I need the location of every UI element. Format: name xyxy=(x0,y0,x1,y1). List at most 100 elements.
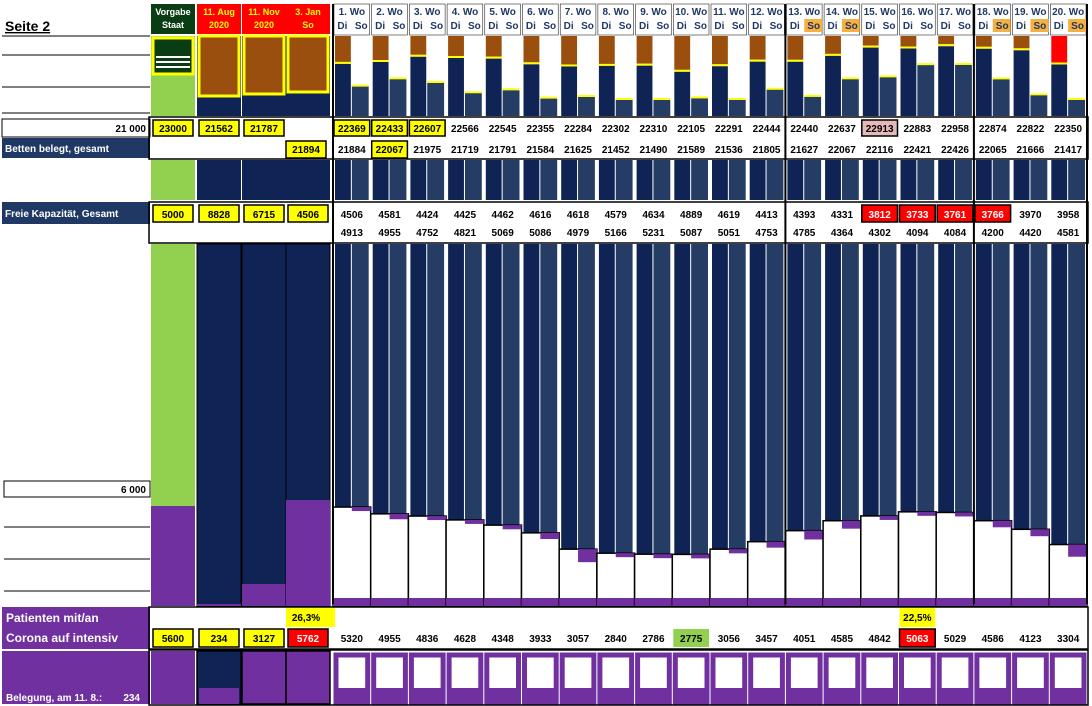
top-bar-di xyxy=(335,63,351,116)
top-occupied-di xyxy=(636,36,653,64)
beds-di-value: 22355 xyxy=(526,124,554,135)
reference-share-value: 26,3% xyxy=(292,613,320,624)
free-so-value: 4821 xyxy=(454,228,477,239)
reference-beds-cell xyxy=(285,140,327,159)
occupancy-fill xyxy=(673,688,709,704)
top-marker-di xyxy=(448,56,464,59)
occupancy-fill xyxy=(484,688,521,704)
mid-bar-di xyxy=(1051,160,1068,200)
beds-so-value: 22067 xyxy=(376,145,404,156)
free-so-value: 4302 xyxy=(869,228,892,239)
week-di-label: Di xyxy=(601,21,611,32)
top-occupied-di xyxy=(900,36,917,47)
reference-patients-value: 3127 xyxy=(253,634,276,645)
top-marker-di xyxy=(1051,62,1068,65)
week-di-label: Di xyxy=(1054,21,1064,32)
icu-patients-base xyxy=(747,598,786,606)
week-di-label: Di xyxy=(639,21,649,32)
week-label: 1. Wo xyxy=(339,7,365,18)
beds-di-value: 22440 xyxy=(790,124,818,135)
top-marker-so xyxy=(992,77,1010,80)
top-bar-so xyxy=(464,93,482,116)
free-so-value: 5166 xyxy=(605,228,628,239)
reference-brown-bar xyxy=(197,34,241,98)
week-so-label: So xyxy=(958,21,971,32)
mid-bar-so xyxy=(1030,160,1048,200)
beds-di-value: 22291 xyxy=(715,124,743,135)
beds-di-value: 22444 xyxy=(753,124,781,135)
free-di-value: 3766 xyxy=(982,210,1005,221)
top-occupied-di xyxy=(862,36,879,46)
beds-axis-box xyxy=(1,118,151,138)
occupancy-fill xyxy=(824,688,860,704)
week-di-label: Di xyxy=(337,21,347,32)
icu-patients-area xyxy=(784,529,824,607)
top-free-so xyxy=(691,36,708,97)
free-capacity-label: Freie Kapazität, Gesamt xyxy=(5,209,119,220)
patients-value: 5029 xyxy=(944,634,967,645)
top-bar-di xyxy=(448,58,464,116)
top-marker-so xyxy=(955,62,972,65)
mid-bar-so xyxy=(464,160,482,200)
week-label: 19. Wo xyxy=(1014,7,1046,18)
free-so-value: 4094 xyxy=(906,228,929,239)
reference-free-value: 5000 xyxy=(162,210,185,221)
mid-bar-so xyxy=(917,160,935,200)
reference-icu-patients xyxy=(242,584,286,606)
free-so-value: 4913 xyxy=(341,228,364,239)
beds-so-value: 22116 xyxy=(866,145,894,156)
top-free-so xyxy=(879,36,897,76)
free-di-value: 4506 xyxy=(341,210,364,221)
week-header xyxy=(371,3,408,36)
top-free-so xyxy=(502,36,520,89)
week-label: 6. Wo xyxy=(527,7,553,18)
reference-brown-bar xyxy=(242,34,286,96)
top-marker-di xyxy=(825,53,841,56)
top-free-so xyxy=(992,36,1010,78)
occupancy-fill xyxy=(974,688,1011,704)
top-marker-di xyxy=(561,64,578,67)
week-label: 9. Wo xyxy=(640,7,666,18)
top-marker-di xyxy=(862,45,879,48)
chart-marks: Vorgabe Staat 11. Aug 2020 11. Nov 2020 3. Jan… xyxy=(148,3,1089,706)
week-header xyxy=(899,3,936,36)
icu-patients-change xyxy=(804,530,824,540)
icu-bar-di xyxy=(410,244,427,517)
top-bar-di xyxy=(410,56,427,116)
patients-share-value: 22,5% xyxy=(903,613,931,624)
reference-share-cell xyxy=(286,608,335,627)
week-di-label: Di xyxy=(714,21,724,32)
free-di-value: 4619 xyxy=(718,210,741,221)
icu-bar-so xyxy=(502,244,520,526)
top-free-so xyxy=(653,36,671,98)
icu-patients-base xyxy=(596,598,635,606)
icu-patients-area xyxy=(407,515,447,607)
top-bar-so xyxy=(992,79,1010,116)
icu-patients-change xyxy=(879,515,899,520)
free-so-value: 4581 xyxy=(1057,228,1080,239)
week-so-label: So xyxy=(920,21,933,32)
occupancy-fill xyxy=(786,688,823,704)
reference-free-value: 8828 xyxy=(208,210,231,221)
week-so-label: So xyxy=(996,21,1009,32)
reference-beds-value: 21562 xyxy=(205,124,233,135)
top-bar-so xyxy=(917,65,935,116)
icu-bar-so xyxy=(992,244,1010,521)
patients-value: 5320 xyxy=(341,634,364,645)
icu-patients-base xyxy=(898,598,937,606)
reference-free-cell xyxy=(198,204,240,223)
reference-top-line xyxy=(156,61,190,63)
icu-bar-di xyxy=(448,244,464,520)
icu-patients-area xyxy=(709,548,749,607)
icu-patients-area xyxy=(671,553,711,607)
top-marker-di xyxy=(523,62,540,65)
top-bar-di xyxy=(1013,50,1030,117)
week-di-label: Di xyxy=(941,21,951,32)
top-bar-so xyxy=(653,100,671,116)
mid-bar-di xyxy=(825,160,841,200)
patients-value: 3056 xyxy=(718,634,741,645)
week-header xyxy=(597,3,634,36)
page-title: Seite 2 xyxy=(5,18,50,34)
top-free-so xyxy=(389,36,407,78)
top-marker-di xyxy=(636,63,653,66)
